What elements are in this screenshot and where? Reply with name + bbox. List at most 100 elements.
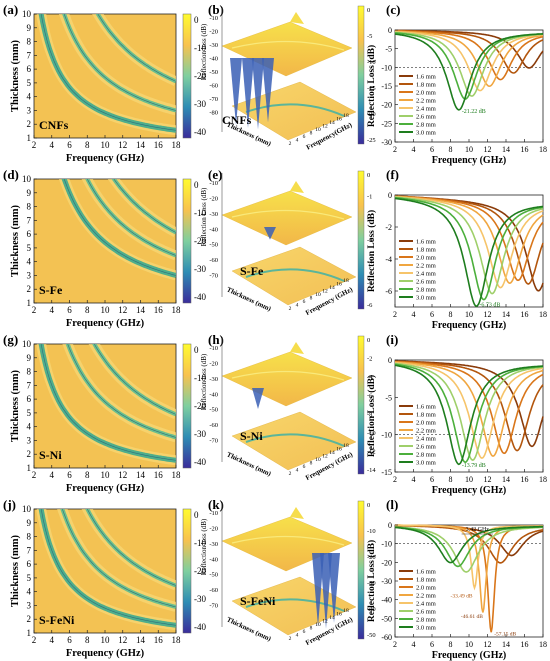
- z-tick-label: -50: [209, 69, 218, 76]
- colorbar-tick-label: -40: [194, 457, 206, 467]
- x-tick-label: 4: [412, 145, 416, 154]
- series-group: [394, 29, 544, 111]
- legend-label: 2.4 mm: [416, 106, 436, 113]
- series-line: [394, 361, 544, 457]
- panel-label: (l): [386, 497, 398, 512]
- colorbar-tick-label: -15: [367, 85, 376, 92]
- x-tick-label: 18: [539, 145, 547, 154]
- colorbar-tick-label: -6: [367, 393, 373, 400]
- z-tick-label: -10: [209, 180, 218, 187]
- colorbar-tick-label: -40: [194, 292, 206, 302]
- x-tick-label: 10: [101, 305, 111, 315]
- x-tick-label: 14: [502, 310, 510, 319]
- colorbar-tick-label: 0: [194, 345, 199, 355]
- x-tick-label: 10: [465, 145, 473, 154]
- y-tick-label: 4: [27, 92, 32, 102]
- surface-ridge: [231, 370, 345, 381]
- legend-label: 2.2 mm: [416, 428, 436, 435]
- y-tick-label: 10: [22, 9, 32, 19]
- legend-label: 2.4 mm: [416, 601, 436, 608]
- y-tick-label: 9: [27, 353, 32, 363]
- x-tick-label: 8: [85, 635, 90, 645]
- annotation: -57.15 dB: [494, 632, 516, 638]
- y-tick-label: -5: [385, 393, 392, 402]
- y-tick-label: 5: [27, 243, 32, 253]
- surface-peak: [290, 12, 304, 24]
- y-tick-label: 2: [27, 449, 32, 459]
- x-tick-label: 14: [136, 140, 146, 150]
- x-tick-label: 10: [465, 640, 473, 649]
- colorbar-tick-label: -50: [367, 632, 376, 639]
- surface-freq-tick: 4: [296, 138, 299, 144]
- x-tick-label: 6: [67, 470, 72, 480]
- colorbar-tick-label: 0: [194, 15, 199, 25]
- x-tick-label: 4: [50, 305, 55, 315]
- series-line: [394, 525, 543, 564]
- x-tick-label: 6: [430, 145, 434, 154]
- surface-freq-tick: 16: [336, 282, 342, 288]
- sample-label: S-FeNi: [240, 594, 276, 608]
- surface-spike: [252, 58, 264, 130]
- x-tick-label: 2: [32, 305, 37, 315]
- colorbar-tick-label: -30: [367, 580, 376, 587]
- surface-freq-tick: 6: [303, 464, 306, 470]
- x-tick-label: 14: [502, 640, 510, 649]
- surface-spike: [252, 388, 264, 409]
- surface-spike: [230, 58, 242, 126]
- sample-label: S-Ni: [240, 429, 263, 443]
- x-tick-label: 2: [32, 140, 37, 150]
- legend-label: 1.6 mm: [416, 569, 436, 576]
- x-tick-label: 18: [539, 640, 547, 649]
- surface-freq-tick: 8: [310, 296, 313, 302]
- legend-label: 2.0 mm: [416, 420, 436, 427]
- surface: [221, 21, 353, 77]
- y-tick-label: -10: [381, 431, 392, 440]
- colorbar-tick-label: -8: [367, 411, 372, 418]
- z-tick-label: -70: [209, 603, 218, 610]
- z-tick-label: -10: [209, 345, 218, 352]
- colorbar-tick-label: 0: [194, 510, 199, 520]
- z-axis-label: Reflection loss (dB): [200, 518, 208, 575]
- surface-freq-tick: 6: [303, 299, 306, 305]
- z-axis-label: Reflection loss (dB): [200, 353, 208, 410]
- y-tick-label: 8: [27, 367, 32, 377]
- x-axis-label: Frequency (GHz): [432, 320, 507, 331]
- surface-freq-tick: 18: [343, 278, 349, 284]
- y-tick-label: -60: [381, 633, 392, 642]
- colorbar: [182, 178, 192, 304]
- y-tick-label: 0: [388, 356, 392, 365]
- z-tick-label: -60: [209, 422, 218, 429]
- colorbar-tick-label: -12: [367, 448, 376, 455]
- y-tick-label: -30: [381, 577, 392, 586]
- x-tick-label: 12: [484, 640, 492, 649]
- surface-freq-tick: 8: [310, 626, 313, 632]
- z-tick-label: -30: [209, 42, 218, 49]
- series-line: [394, 196, 544, 301]
- absorption-band-edge: [40, 509, 176, 626]
- panel-label: (a): [3, 2, 18, 17]
- panel-label: (d): [3, 167, 19, 182]
- colorbar-tick-label: -20: [367, 111, 376, 118]
- colorbar-tick-label: 0: [367, 7, 370, 14]
- panel-label: (f): [386, 167, 399, 182]
- x-tick-label: 14: [502, 145, 510, 154]
- surface-freq-tick: 10: [315, 457, 321, 463]
- panel-label: (j): [3, 497, 16, 512]
- series-line: [394, 30, 544, 88]
- y-tick-label: 1: [27, 133, 32, 143]
- absorption-band-edge: [62, 509, 176, 608]
- heatmap-bands: [36, 344, 176, 466]
- y-tick-label: 3: [27, 600, 32, 610]
- x-tick-label: 8: [449, 310, 453, 319]
- surface-ridge: [231, 535, 345, 546]
- series-line: [394, 363, 544, 464]
- series-line: [394, 197, 544, 308]
- y-tick-label: 9: [27, 188, 32, 198]
- y-tick-label: 5: [27, 573, 32, 583]
- surface: [221, 516, 353, 572]
- surface-freq-tick: 16: [336, 612, 342, 618]
- z-tick-label: -20: [209, 525, 218, 532]
- colorbar-tick-label: -14: [367, 467, 376, 474]
- legend-label: 2.4 mm: [416, 271, 436, 278]
